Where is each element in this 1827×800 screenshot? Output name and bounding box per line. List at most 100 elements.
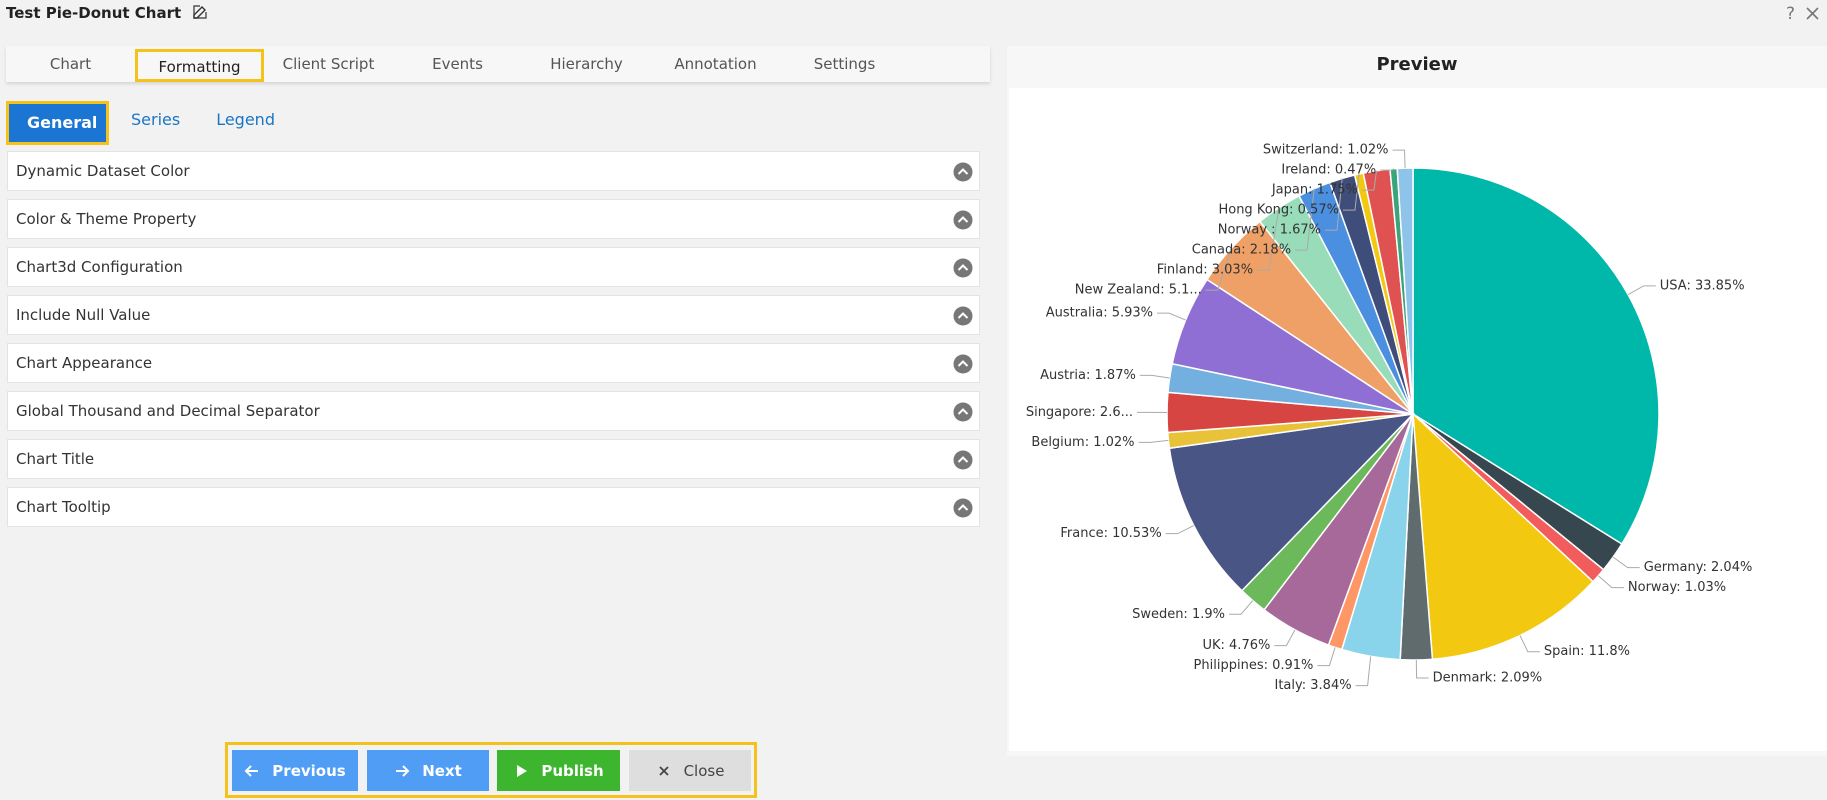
collapse-icon[interactable] xyxy=(953,450,973,470)
button-icon xyxy=(244,764,259,777)
leader-line xyxy=(1257,207,1280,271)
subtab[interactable]: General xyxy=(6,101,109,145)
leader-line xyxy=(1317,647,1336,667)
data-label: Spain: 11.8% xyxy=(1544,644,1630,659)
button-label: Previous xyxy=(272,761,346,780)
section-row[interactable]: Chart Appearance xyxy=(7,343,980,383)
data-label: New Zealand: 5.1... xyxy=(1075,283,1202,298)
section-label: Chart3d Configuration xyxy=(16,258,183,276)
tab-bar: Chart Formatting Client Script Events Hierar… xyxy=(6,46,990,82)
section-row[interactable]: Color & Theme Property xyxy=(7,199,980,239)
pie-slice xyxy=(1412,167,1660,546)
collapse-icon[interactable] xyxy=(953,498,973,518)
data-label: Hong Kong: 0.57% xyxy=(1218,203,1339,218)
leader-line xyxy=(1205,248,1232,291)
button-icon xyxy=(517,764,528,777)
data-label: Norway: 1.03% xyxy=(1628,580,1726,595)
leader-line xyxy=(1138,439,1169,443)
dialog-title: Test Pie-Donut Chart xyxy=(6,4,208,22)
section-row[interactable]: Global Thousand and Decimal Separator xyxy=(7,391,980,431)
data-label: Italy: 3.84% xyxy=(1275,678,1352,693)
section-row[interactable]: Chart Title xyxy=(7,439,980,479)
data-label: Australia: 5.93% xyxy=(1046,306,1153,321)
section-label: Global Thousand and Decimal Separator xyxy=(16,402,320,420)
data-label: Finland: 3.03% xyxy=(1157,263,1253,278)
leader-line xyxy=(1139,374,1170,379)
button-highlight xyxy=(225,742,757,798)
subtab[interactable]: Series xyxy=(131,110,181,129)
data-label: Singapore: 2.6... xyxy=(1026,405,1133,420)
window-controls[interactable]: ? xyxy=(1780,4,1824,24)
preview-title: Preview xyxy=(1376,54,1458,75)
data-label: Austria: 1.87% xyxy=(1040,368,1136,383)
tab[interactable]: Formatting xyxy=(135,49,264,82)
data-label: Denmark: 2.09% xyxy=(1433,670,1543,685)
subtab[interactable]: Legend xyxy=(216,110,275,129)
button-label: Publish xyxy=(541,761,604,780)
button[interactable]: Publish xyxy=(497,750,620,791)
subtab-bar: General Series Legend xyxy=(6,101,293,145)
collapse-icon[interactable] xyxy=(953,402,973,422)
data-label: France: 10.53% xyxy=(1060,526,1161,541)
tab[interactable]: Hierarchy xyxy=(550,55,623,73)
data-label: USA: 33.85% xyxy=(1660,278,1745,293)
data-label: Sweden: 1.9% xyxy=(1132,607,1225,622)
svg-text:?: ? xyxy=(1786,4,1795,24)
tab[interactable]: Client Script xyxy=(282,55,375,73)
button[interactable]: Previous xyxy=(232,750,358,791)
leader-line xyxy=(1361,170,1378,191)
tab[interactable]: Annotation xyxy=(674,55,757,73)
button-icon xyxy=(396,764,410,777)
leader-line xyxy=(1342,173,1360,211)
section-row[interactable]: Dynamic Dataset Color xyxy=(7,151,980,191)
leader-line xyxy=(1157,312,1186,321)
leader-line xyxy=(1295,188,1315,251)
data-label: Ireland: 0.47% xyxy=(1281,163,1376,178)
leader-line xyxy=(1380,168,1394,171)
collapse-icon[interactable] xyxy=(953,162,973,182)
leader-line xyxy=(1612,556,1640,569)
button[interactable]: Next xyxy=(367,750,489,791)
edit-icon[interactable] xyxy=(192,4,208,20)
button[interactable]: Close xyxy=(629,750,751,791)
button-label: Close xyxy=(683,761,725,780)
button-icon xyxy=(658,765,669,776)
tab[interactable]: Events xyxy=(432,55,483,73)
pie-slice xyxy=(1168,412,1416,592)
leader-line xyxy=(1415,659,1429,679)
collapse-icon[interactable] xyxy=(953,258,973,278)
section-row[interactable]: Chart3d Configuration xyxy=(7,247,980,287)
collapse-icon[interactable] xyxy=(953,210,973,230)
data-label: Japan: 1.75% xyxy=(1271,183,1358,198)
section-row[interactable]: Include Null Value xyxy=(7,295,980,335)
section-label: Dynamic Dataset Color xyxy=(16,162,190,180)
data-label: Switzerland: 1.02% xyxy=(1263,143,1389,158)
data-label: Philippines: 0.91% xyxy=(1194,658,1314,673)
collapse-icon[interactable] xyxy=(953,354,973,374)
button-label: Next xyxy=(422,761,462,780)
section-label: Color & Theme Property xyxy=(16,210,197,228)
data-label: Belgium: 1.02% xyxy=(1031,435,1134,450)
section-label: Chart Title xyxy=(16,450,95,468)
tab[interactable]: Settings xyxy=(813,55,876,73)
data-label: Canada: 2.18% xyxy=(1192,243,1291,258)
collapse-icon[interactable] xyxy=(953,306,973,326)
section-label: Include Null Value xyxy=(16,306,151,324)
leader-line xyxy=(1519,635,1540,653)
leader-line xyxy=(1355,656,1372,687)
leader-line xyxy=(1228,600,1254,615)
tab[interactable]: Chart xyxy=(49,55,92,73)
leader-line xyxy=(1325,178,1343,231)
section-label: Chart Appearance xyxy=(16,354,153,372)
leader-line xyxy=(1392,149,1406,169)
section-row[interactable]: Chart Tooltip xyxy=(7,487,980,527)
title-text: Test Pie-Donut Chart xyxy=(6,4,182,22)
leader-line xyxy=(1165,525,1194,535)
section-label: Chart Tooltip xyxy=(16,498,111,516)
data-label: Germany: 2.04% xyxy=(1644,560,1753,575)
leader-line xyxy=(1598,575,1624,589)
leader-line xyxy=(1627,285,1656,296)
leader-line xyxy=(1274,629,1296,647)
pie-chart: USA: 33.85% Germany: 2.04% Norway: 1.03% Sp… xyxy=(1026,143,1753,694)
